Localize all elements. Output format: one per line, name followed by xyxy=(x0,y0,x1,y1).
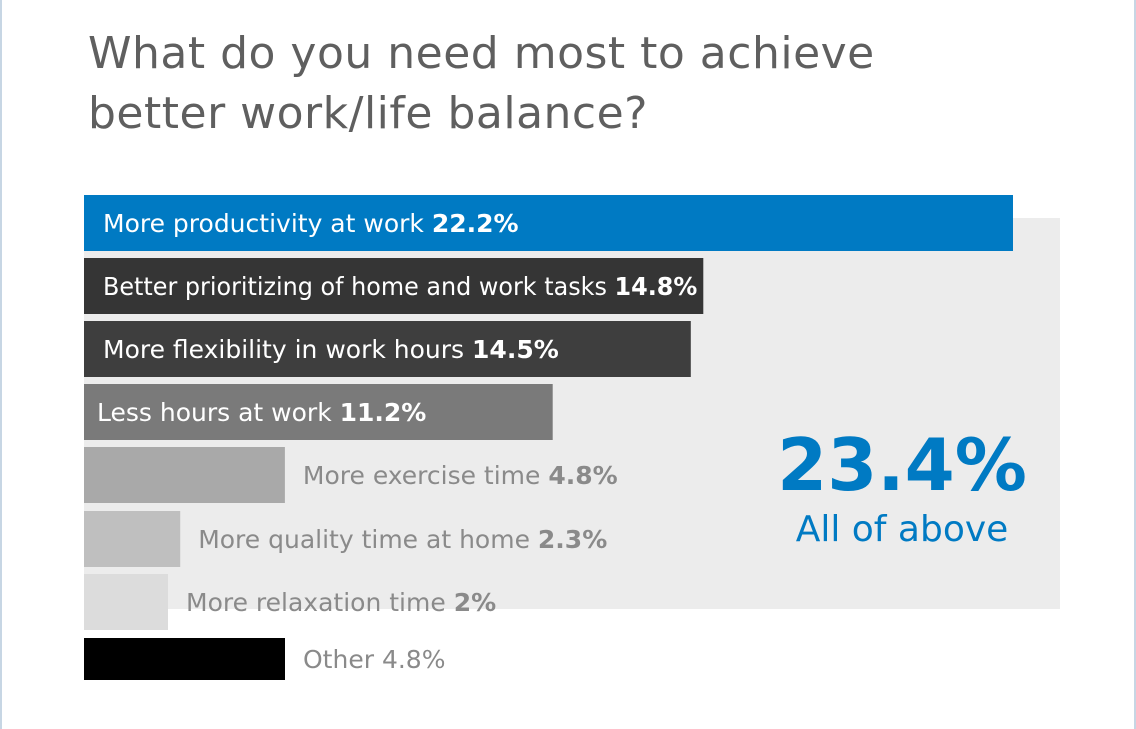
bar-label: Less hours at work 11.2% xyxy=(97,398,426,427)
bar-label: More quality time at home 2.3% xyxy=(198,525,607,554)
value-label: 14.8% xyxy=(614,272,697,301)
bar-group: More productivity at work 22.2% xyxy=(84,195,1013,251)
value-label: 11.2% xyxy=(340,398,427,427)
bar xyxy=(84,321,691,377)
category-label: Other xyxy=(303,645,382,674)
value-label: 22.2% xyxy=(432,209,519,238)
bar-group: Less hours at work 11.2% xyxy=(84,384,553,440)
value-label: 2% xyxy=(454,588,496,617)
value-label: 4.8% xyxy=(548,461,617,490)
bar-label: More relaxation time 2% xyxy=(186,588,496,617)
bar-group: More flexibility in work hours 14.5% xyxy=(84,321,691,377)
value-label: 2.3% xyxy=(538,525,607,554)
bar-group: More exercise time 4.8% xyxy=(84,447,618,503)
value-label: 4.8% xyxy=(382,645,446,674)
category-label: More productivity at work xyxy=(103,209,432,238)
bar-label: More flexibility in work hours 14.5% xyxy=(103,335,559,364)
bar xyxy=(84,447,285,503)
bars-layer: More productivity at work 22.2% Better pr… xyxy=(84,195,1013,680)
category-label: More exercise time xyxy=(303,461,548,490)
bar xyxy=(84,195,1013,251)
bar-label: More productivity at work 22.2% xyxy=(103,209,519,238)
callout-label: All of above xyxy=(796,509,1009,550)
category-label: Less hours at work xyxy=(97,398,340,427)
chart-title: What do you need most to achieve better … xyxy=(88,28,875,139)
bar-group: More quality time at home 2.3% xyxy=(84,511,607,567)
bar-label: Better prioritizing of home and work tas… xyxy=(103,272,697,301)
value-label: 14.5% xyxy=(472,335,559,364)
bar xyxy=(84,384,553,440)
bar-group: Better prioritizing of home and work tas… xyxy=(84,258,704,314)
bar xyxy=(84,258,704,314)
bar-label: More exercise time 4.8% xyxy=(303,461,618,490)
bar-label: Other 4.8% xyxy=(303,645,445,674)
category-label: More quality time at home xyxy=(198,525,538,554)
category-label: More relaxation time xyxy=(186,588,454,617)
category-label: Better prioritizing of home and work tas… xyxy=(103,272,614,301)
bar xyxy=(84,638,285,680)
category-label: More flexibility in work hours xyxy=(103,335,472,364)
callout-value: 23.4% xyxy=(777,423,1027,507)
bar xyxy=(84,574,168,630)
bar-group: Other 4.8% xyxy=(84,638,445,680)
bar xyxy=(84,511,181,567)
bar-group: More relaxation time 2% xyxy=(84,574,496,630)
